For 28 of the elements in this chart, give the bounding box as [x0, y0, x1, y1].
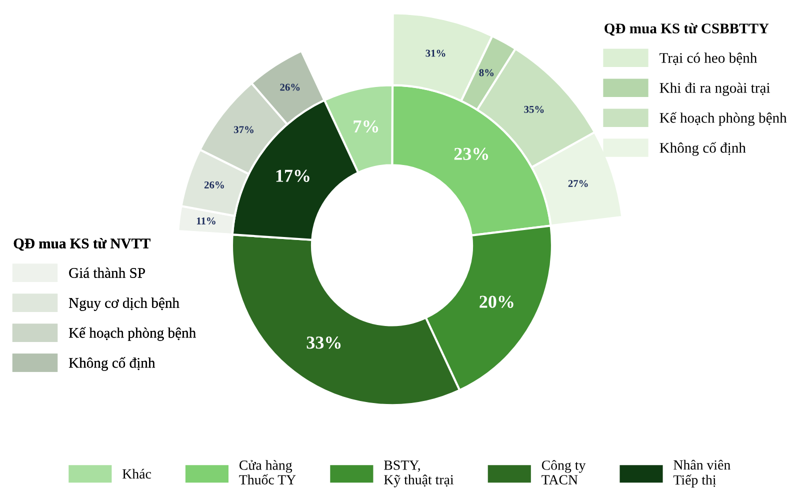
legend-label: Giá thành SP	[69, 268, 145, 278]
data-label: 17%	[276, 170, 310, 182]
legend-label: Công ty TACN	[542, 460, 586, 484]
legend-label: Nguy cơ dịch bệnh	[68, 298, 180, 311]
data-label: 20%	[480, 296, 514, 308]
slice-label: QĐ mua KS từ NVTT	[14, 238, 150, 251]
data-label: 8%	[479, 69, 494, 76]
legend-label: BSTY, Kỹ thuật trại	[384, 460, 454, 488]
legend-label: Khác	[122, 468, 151, 479]
legend-label: Không cố định	[68, 357, 156, 371]
data-label: 27%	[568, 180, 588, 188]
slice-label: QĐ mua KS từ CSBBTTY	[604, 23, 769, 36]
legend-label: Không cố định	[660, 142, 746, 156]
data-label: 37%	[234, 126, 254, 134]
data-label: 35%	[524, 106, 544, 113]
legend-label: Nhân viên Tiếp thị	[673, 460, 730, 488]
data-label: 23%	[454, 148, 488, 160]
legend-label: Kế hoạch phòng bệnh	[660, 112, 787, 126]
data-label: 11%	[196, 217, 216, 224]
legend-label: Cửa hàng Thuốc TY	[239, 460, 296, 484]
data-label: 26%	[280, 84, 300, 91]
data-label: 31%	[426, 50, 446, 57]
legend-label: Kế hoạch phòng bệnh	[68, 327, 196, 341]
data-label: 26%	[204, 181, 224, 188]
data-label: 33%	[306, 336, 341, 349]
data-label: 7%	[354, 120, 378, 133]
legend-label: Khi đi ra ngoài trại	[660, 82, 770, 96]
legend-label: Trại có heo bệnh	[660, 52, 757, 66]
